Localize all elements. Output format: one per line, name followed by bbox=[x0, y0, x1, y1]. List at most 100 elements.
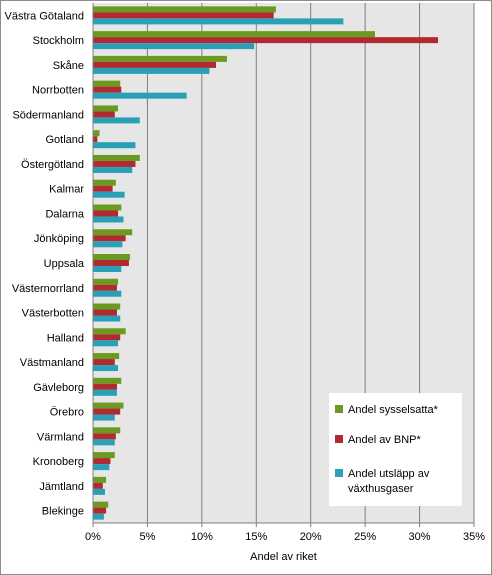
bar bbox=[93, 185, 113, 192]
category-label: Västra Götaland bbox=[5, 10, 85, 22]
x-tick-label: 10% bbox=[191, 531, 213, 543]
category-label: Södermanland bbox=[12, 109, 84, 121]
category-label: Blekinge bbox=[42, 506, 84, 518]
bar bbox=[93, 389, 117, 396]
category-label: Halland bbox=[47, 332, 84, 344]
bar bbox=[93, 284, 117, 291]
bar bbox=[93, 210, 119, 217]
x-tick-label: 30% bbox=[409, 531, 431, 543]
bar bbox=[93, 464, 110, 471]
category-label: Värmland bbox=[37, 431, 84, 443]
bar bbox=[93, 414, 115, 421]
bar bbox=[93, 334, 121, 341]
bar bbox=[93, 117, 140, 124]
bar bbox=[93, 408, 121, 415]
bar bbox=[93, 105, 119, 112]
bar bbox=[93, 501, 109, 508]
category-label: Östergötland bbox=[21, 159, 84, 171]
x-tick-label: 25% bbox=[354, 531, 376, 543]
bar bbox=[93, 136, 98, 143]
category-label: Gotland bbox=[45, 134, 84, 146]
bar bbox=[93, 383, 117, 390]
bar bbox=[93, 365, 119, 372]
x-tick-label: 15% bbox=[245, 531, 267, 543]
bar bbox=[93, 266, 122, 272]
bar bbox=[93, 328, 126, 335]
bar bbox=[93, 191, 125, 198]
legend-swatch bbox=[335, 469, 343, 477]
bar bbox=[93, 476, 107, 483]
bar bbox=[93, 439, 115, 446]
bar bbox=[93, 353, 120, 360]
bar bbox=[93, 43, 255, 50]
bar bbox=[93, 260, 129, 266]
bar bbox=[93, 12, 274, 19]
bar bbox=[93, 427, 121, 434]
x-tick-label: 35% bbox=[463, 531, 485, 543]
category-label: Jämtland bbox=[39, 481, 84, 493]
legend-label: Andel sysselsatta* bbox=[348, 404, 439, 416]
legend-label: växthusgaser bbox=[348, 483, 414, 495]
bar bbox=[93, 340, 119, 347]
bar bbox=[93, 31, 375, 38]
bar bbox=[93, 61, 217, 68]
bar bbox=[93, 402, 124, 409]
bar bbox=[93, 80, 121, 87]
x-tick-label: 20% bbox=[300, 531, 322, 543]
bar bbox=[93, 37, 439, 44]
x-axis-title: Andel av riket bbox=[250, 551, 317, 563]
category-label: Västmanland bbox=[20, 357, 84, 369]
category-label: Skåne bbox=[53, 60, 84, 72]
bar bbox=[93, 458, 111, 465]
category-label: Norrbotten bbox=[32, 85, 84, 97]
bar bbox=[93, 452, 115, 459]
bar bbox=[93, 229, 133, 236]
bar bbox=[93, 18, 344, 25]
legend-swatch bbox=[335, 435, 343, 443]
bar bbox=[93, 303, 121, 310]
category-label: Dalarna bbox=[45, 208, 84, 220]
category-label: Kronoberg bbox=[33, 456, 84, 468]
bar bbox=[93, 204, 122, 211]
category-label: Västerbotten bbox=[22, 308, 84, 320]
legend-box bbox=[329, 393, 462, 506]
category-label: Gävleborg bbox=[33, 382, 84, 394]
bar bbox=[93, 433, 116, 440]
bar bbox=[93, 6, 276, 13]
bar bbox=[93, 513, 104, 520]
bar bbox=[93, 55, 227, 62]
bar bbox=[93, 154, 140, 161]
bar bbox=[93, 166, 133, 173]
bar bbox=[93, 315, 121, 322]
legend-label: Andel av BNP* bbox=[348, 434, 421, 446]
bar bbox=[93, 278, 119, 285]
bar bbox=[93, 507, 107, 514]
bar bbox=[93, 241, 123, 248]
bar bbox=[93, 235, 126, 242]
bar bbox=[93, 290, 122, 297]
bar bbox=[93, 254, 131, 260]
category-label: Jönköping bbox=[34, 233, 84, 245]
x-tick-label: 0% bbox=[85, 531, 101, 543]
bar bbox=[93, 142, 136, 149]
category-label: Örebro bbox=[50, 407, 84, 419]
bar bbox=[93, 160, 136, 167]
bar bbox=[93, 216, 124, 223]
bar bbox=[93, 92, 187, 99]
legend-label: Andel utsläpp av bbox=[348, 468, 430, 480]
bar bbox=[93, 179, 116, 186]
bar bbox=[93, 377, 122, 384]
bar bbox=[93, 359, 115, 366]
legend-swatch bbox=[335, 405, 343, 413]
bar bbox=[93, 482, 103, 489]
category-label: Västernorrland bbox=[12, 283, 84, 295]
bar bbox=[93, 488, 105, 495]
bar bbox=[93, 67, 210, 74]
bar bbox=[93, 111, 115, 118]
category-label: Uppsala bbox=[44, 258, 85, 270]
x-tick-label: 5% bbox=[139, 531, 155, 543]
bar bbox=[93, 309, 117, 316]
bar bbox=[93, 86, 122, 93]
category-label: Kalmar bbox=[49, 184, 84, 196]
